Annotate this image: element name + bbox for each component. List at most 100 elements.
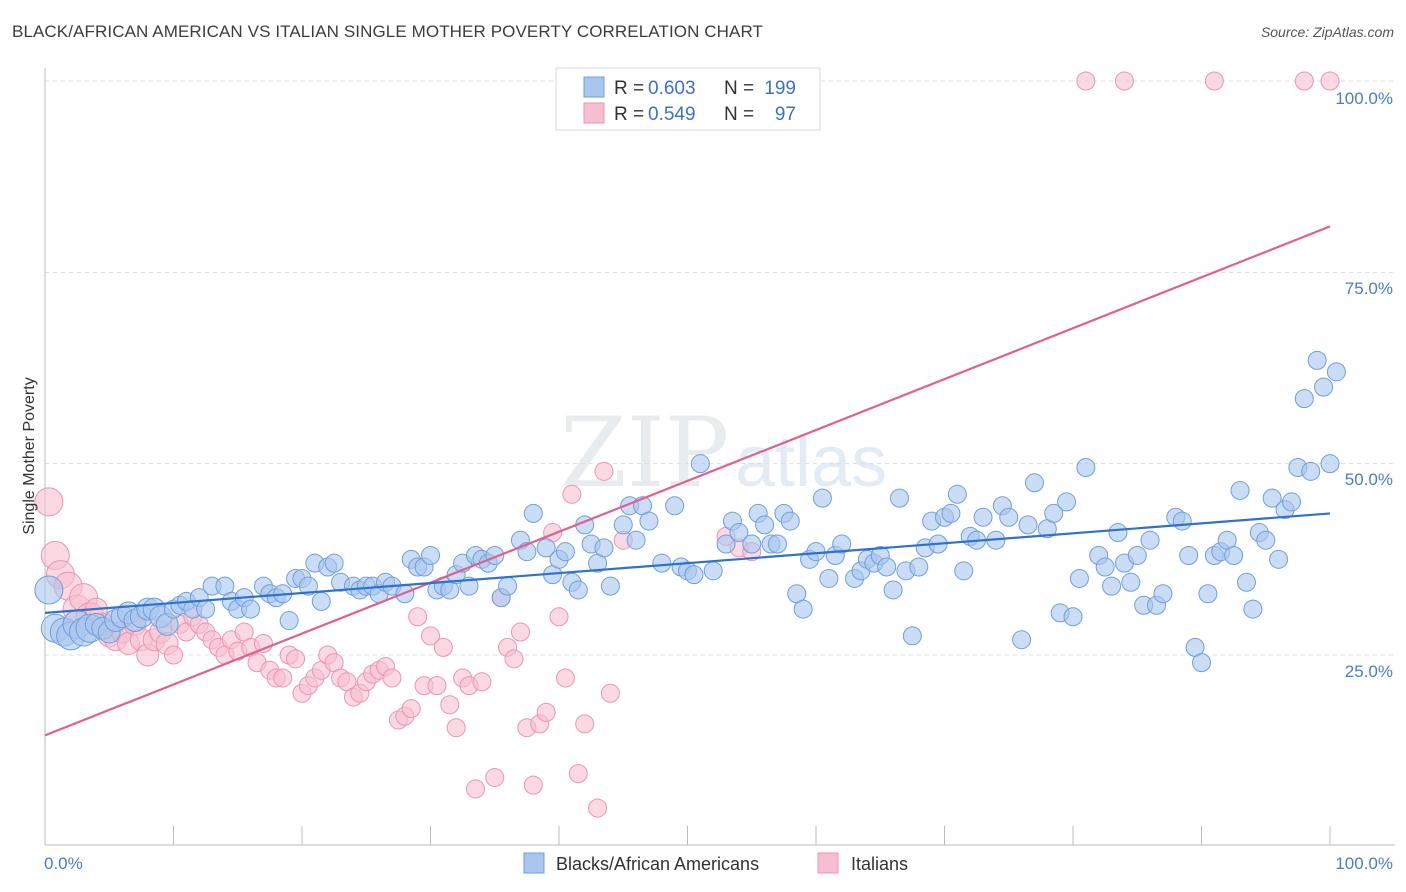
blacks-point-161	[1192, 653, 1211, 673]
italians-point-95	[1320, 71, 1340, 91]
chart-title: BLACK/AFRICAN AMERICAN VS ITALIAN SINGLE…	[12, 22, 764, 41]
italians-point-93	[1114, 71, 1134, 91]
blacks-point-40	[311, 591, 331, 611]
legend-swatch-blue	[583, 76, 605, 98]
blacks-point-166	[1224, 546, 1244, 566]
italians-point-94	[1204, 71, 1224, 91]
blacks-point-142	[1057, 492, 1077, 512]
blacks-point-97	[742, 534, 762, 554]
blacks-point-128	[947, 484, 967, 504]
italians-point-60	[427, 676, 447, 696]
legend-swatch-pink	[583, 102, 605, 124]
bottom-legend-label-blacks: Blacks/African Americans	[556, 854, 759, 874]
legend-n-value-2: 97	[775, 104, 796, 125]
source-label: Source: ZipAtlas.com	[1260, 24, 1394, 40]
blacks-point-138	[1024, 473, 1044, 493]
blacks-point-159	[1179, 546, 1199, 566]
italians-point-81	[568, 764, 588, 784]
x-tick-label-max: 100.0%	[1335, 854, 1393, 873]
blacks-point-91	[684, 565, 704, 585]
blacks-point-61	[459, 576, 479, 596]
blacks-point-119	[890, 488, 910, 508]
blacks-point-167	[1230, 480, 1250, 500]
blacks-point-71	[536, 538, 556, 558]
blacks-point-93	[703, 561, 723, 581]
italians-point-38	[286, 649, 306, 669]
blacks-point-179	[1307, 350, 1327, 370]
blacks-point-87	[652, 553, 672, 573]
blacks-point-175	[1281, 492, 1301, 512]
blacks-point-178	[1301, 461, 1321, 481]
blacks-point-173	[1269, 549, 1289, 569]
blacks-point-136	[1012, 630, 1032, 650]
y-tick-label-100: 100.0%	[1335, 89, 1393, 108]
y-tick-label-75: 75.0%	[1345, 279, 1393, 298]
bottom-legend-swatch-blue	[523, 852, 545, 874]
blacks-point-55	[421, 546, 440, 566]
blacks-point-76	[568, 580, 588, 600]
blacks-point-99	[755, 515, 775, 535]
blacks-point-105	[793, 599, 813, 619]
x-tick-label-min: 0.0%	[44, 854, 83, 873]
italians-point-59	[421, 626, 440, 646]
blacks-point-129	[954, 561, 974, 581]
y-tick-label-25: 25.0%	[1345, 662, 1393, 681]
blacks-point-180	[1314, 377, 1334, 397]
blacks-point-74	[555, 542, 575, 562]
bottom-legend-label-italians: Italians	[851, 854, 908, 874]
blacks-point-121	[902, 626, 922, 646]
blacks-point-94	[716, 534, 736, 554]
italians-point-36	[273, 668, 293, 688]
italians-point-66	[465, 779, 485, 799]
watermark: ZIP atlas	[560, 397, 887, 509]
axis-layer	[44, 68, 1395, 846]
blacks-point-80	[594, 538, 614, 558]
blacks-point-111	[832, 534, 852, 554]
italians-point-57	[408, 607, 428, 627]
blacks-point-182	[1326, 362, 1346, 382]
blacks-point-156	[1153, 584, 1173, 604]
y-axis-label: Single Mother Poverty	[21, 377, 38, 534]
italians-point-56	[401, 699, 421, 719]
italians-point-53	[382, 668, 402, 688]
blacks-point-137	[1018, 515, 1038, 535]
italians-point-61	[433, 637, 453, 657]
italians-point-76	[536, 702, 556, 722]
legend-n-label-1: N =	[724, 78, 754, 99]
blacks-point-144	[1069, 568, 1089, 588]
blacks-point-140	[1044, 503, 1064, 523]
blacks-point-35	[279, 611, 299, 631]
italians-point-71	[504, 649, 524, 669]
blacks-point-171	[1256, 530, 1276, 550]
blacks-point-132	[973, 507, 993, 527]
blacks-point-122	[909, 557, 929, 577]
italians-point-80	[562, 484, 582, 504]
watermark-zip: ZIP	[560, 397, 729, 509]
trend-lines	[44, 225, 1331, 737]
italians-points	[34, 71, 1340, 818]
italians-point-68	[485, 767, 505, 787]
bottom-legend-swatch-pink	[817, 852, 839, 874]
blacks-point-81	[600, 576, 620, 596]
blacks-point-70	[523, 503, 543, 523]
italians-point-96	[1294, 71, 1314, 91]
blacks-point-154	[1140, 530, 1160, 550]
blacks-point-135	[999, 507, 1019, 527]
legend-r-label-1: R =	[614, 78, 644, 99]
blacks-point-162	[1198, 584, 1218, 604]
y-tick-label-50: 50.0%	[1345, 470, 1393, 489]
blacks-point-143	[1063, 607, 1083, 627]
legend-n-label-2: N =	[724, 104, 754, 125]
italians-point-83	[588, 798, 608, 818]
italians-point-63	[446, 718, 466, 738]
blacks-point-82	[613, 515, 633, 535]
blacks-point-42	[324, 553, 344, 573]
blacks-point-149	[1108, 523, 1128, 543]
blacks-point-168	[1236, 572, 1256, 592]
blacks-point-88	[665, 496, 685, 516]
italians-point-19	[164, 645, 183, 665]
stats-legend: R = 0.603 N = 199 R = 0.549 N = 97	[555, 67, 821, 131]
blacks-point-67	[498, 576, 518, 596]
watermark-atlas: atlas	[735, 422, 887, 502]
